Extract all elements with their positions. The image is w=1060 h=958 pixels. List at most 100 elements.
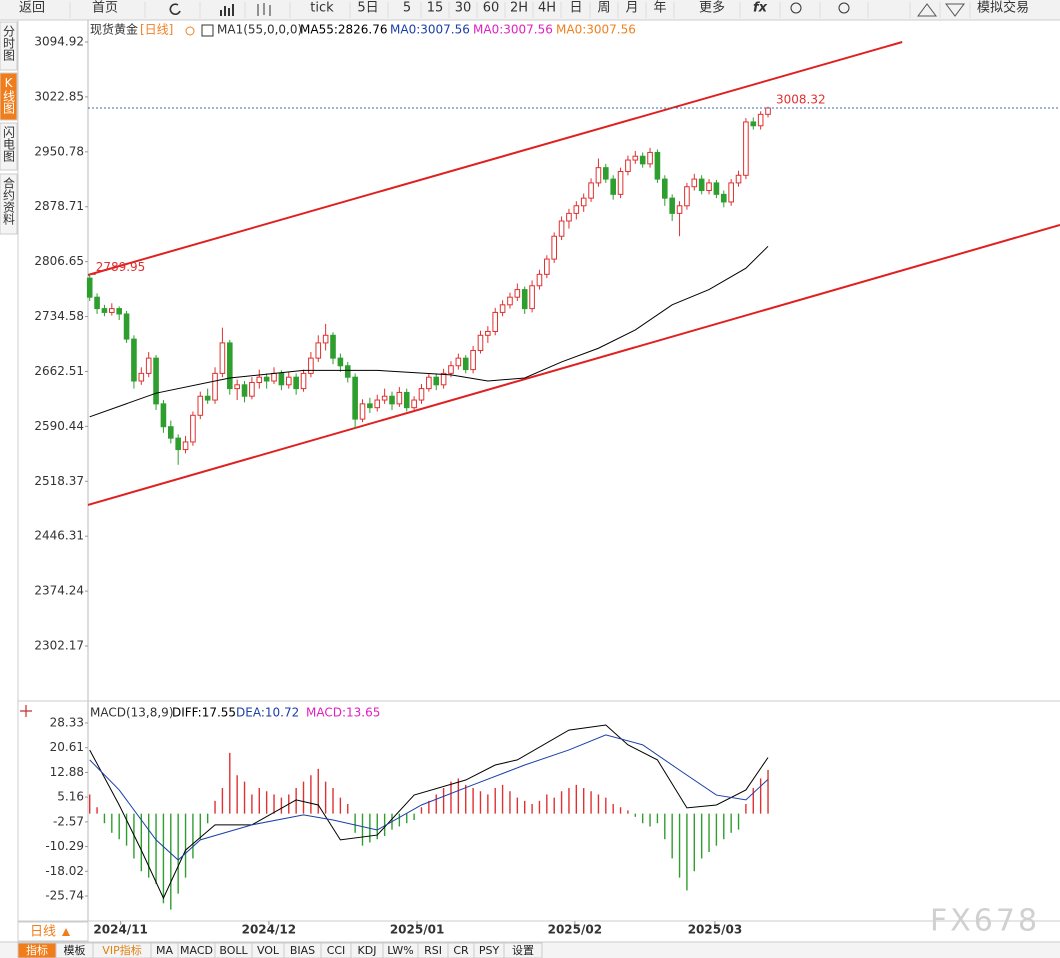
- toolbar-button[interactable]: 日: [569, 1, 582, 16]
- toolbar-button[interactable]: 模拟交易: [977, 0, 1029, 16]
- bottom-tab-label[interactable]: 设置: [512, 944, 534, 957]
- toolbar-button[interactable]: fx: [753, 1, 768, 16]
- side-tab[interactable]: [0, 21, 18, 71]
- side-tab-label[interactable]: 合约资料: [2, 176, 16, 225]
- candle-body: [131, 338, 137, 382]
- y-tick-label: 20.61: [50, 740, 84, 754]
- toolbar-button[interactable]: 5: [403, 1, 411, 16]
- y-tick-label: 2662.51: [34, 364, 84, 378]
- candle-body: [411, 399, 417, 409]
- toolbar-button[interactable]: 4H: [538, 1, 556, 16]
- toolbar-button[interactable]: 返回: [19, 1, 45, 16]
- bottom-tab-label[interactable]: CR: [453, 944, 469, 957]
- legend-entry: MACD:13.65: [306, 706, 380, 720]
- candle-body: [271, 372, 277, 382]
- toolbar-button[interactable]: 月: [625, 1, 638, 16]
- bottom-tab-label[interactable]: VOL: [257, 944, 280, 957]
- bottom-tab-label[interactable]: CCI: [327, 944, 346, 957]
- y-tick-label: 2446.31: [34, 529, 84, 543]
- candle-body: [499, 304, 506, 313]
- y-tick-label: -25.74: [45, 889, 84, 903]
- period-tab-label[interactable]: 日线: [30, 925, 56, 940]
- candle-body: [160, 403, 167, 428]
- candle-body: [433, 376, 440, 386]
- candle-body: [544, 258, 550, 275]
- candle-body: [698, 178, 705, 192]
- toolbar-button[interactable]: 首页: [92, 1, 118, 16]
- candle-body: [197, 395, 204, 416]
- bottom-tab-label[interactable]: LW%: [387, 944, 413, 957]
- bottom-tab-label[interactable]: 模板: [64, 943, 86, 957]
- y-tick-label: 2590.44: [34, 419, 84, 433]
- legend-entry: MA0:3007.56: [390, 23, 470, 37]
- side-tab[interactable]: [0, 173, 18, 235]
- period-tab[interactable]: [17, 921, 89, 942]
- bottom-tab-label[interactable]: 指标: [26, 943, 48, 957]
- toolbar-button[interactable]: 年: [653, 1, 666, 16]
- legend-icon: [185, 26, 195, 36]
- toolbar-button[interactable]: 2H: [510, 1, 528, 16]
- bottom-tab-label[interactable]: MA: [156, 944, 173, 957]
- y-tick-label: -10.29: [45, 839, 84, 853]
- bottom-tab-label[interactable]: PSY: [479, 944, 500, 957]
- candle-body: [588, 182, 594, 199]
- y-tick-label: 12.88: [50, 765, 84, 779]
- bottom-tab-label[interactable]: BIAS: [290, 944, 315, 957]
- y-tick-label: 2734.58: [34, 309, 84, 323]
- toolbar-button[interactable]: 周: [597, 1, 610, 16]
- x-tick-label: 2024/12: [242, 923, 296, 937]
- legend-entry: MA55:2826.76: [300, 23, 388, 37]
- side-tab-label[interactable]: K线图: [2, 76, 16, 114]
- candle-body: [632, 155, 639, 161]
- candle-body: [330, 334, 336, 359]
- candle-body: [359, 403, 366, 420]
- candle-body: [485, 330, 491, 336]
- candle-body: [440, 372, 447, 386]
- candle-body: [706, 182, 712, 192]
- y-tick-label: 5.16: [57, 790, 84, 804]
- candle-body: [344, 365, 351, 378]
- bottom-tab-label[interactable]: BOLL: [219, 944, 248, 957]
- candle-body: [684, 186, 690, 207]
- trend-line: [87, 224, 1060, 506]
- bottom-tab-label[interactable]: VIP指标: [102, 943, 141, 957]
- bottom-tab-label[interactable]: KDJ: [358, 944, 377, 957]
- high-label: 2789.95: [96, 260, 146, 274]
- candle-body: [617, 170, 624, 195]
- toolbar-button[interactable]: 60: [483, 1, 500, 16]
- toolbar-button[interactable]: tick: [310, 1, 334, 16]
- candle-body: [389, 395, 395, 405]
- candle-body: [426, 376, 432, 390]
- candle-body: [168, 426, 174, 439]
- toolbar-button[interactable]: 5日: [357, 1, 378, 16]
- candle-body: [566, 212, 572, 222]
- y-tick-label: 2374.24: [34, 584, 84, 598]
- side-tab[interactable]: [0, 72, 18, 121]
- toolbar-button[interactable]: 30: [455, 1, 472, 16]
- y-tick-label: 2302.17: [34, 639, 84, 653]
- side-tab-label[interactable]: 分时图: [2, 25, 16, 61]
- candle-body: [234, 384, 240, 390]
- candle-body: [662, 178, 668, 199]
- candle-body: [610, 178, 616, 195]
- macd-title: MACD(13,8,9): [90, 706, 174, 720]
- x-tick-label: 2025/03: [688, 923, 742, 937]
- bottom-tab-label[interactable]: RSI: [424, 944, 442, 957]
- candle-body: [352, 376, 358, 420]
- candle-body: [123, 313, 130, 340]
- toolbar-button[interactable]: 15: [427, 1, 444, 16]
- candle-body: [529, 285, 535, 310]
- candle-body: [743, 121, 749, 176]
- toolbar-button[interactable]: 更多: [699, 0, 725, 16]
- candle-body: [418, 388, 425, 401]
- side-tab-label[interactable]: 闪电图: [2, 126, 16, 162]
- candle-body: [757, 113, 764, 127]
- candle-body: [315, 342, 322, 359]
- legend-entry: MA0:3007.56: [473, 23, 553, 37]
- bottom-tab[interactable]: [503, 942, 543, 958]
- side-tab[interactable]: [0, 122, 18, 171]
- candle-body: [101, 308, 108, 313]
- y-tick-label: 3094.92: [34, 35, 84, 49]
- bottom-tab-label[interactable]: MACD: [180, 944, 213, 957]
- candle-body: [374, 399, 381, 409]
